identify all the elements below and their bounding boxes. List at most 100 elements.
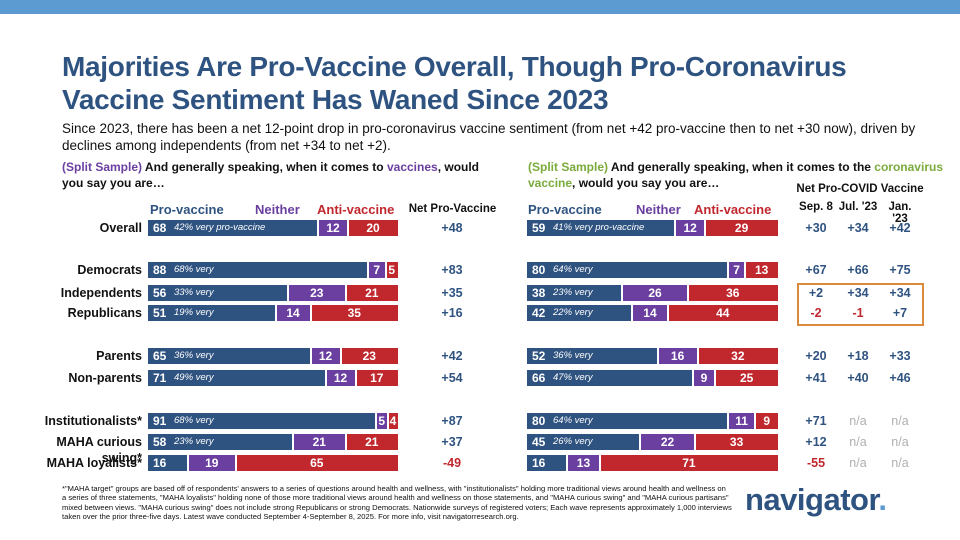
vaccine-net-value-parents: +42 (441, 349, 463, 363)
vaccine-separator (187, 455, 189, 471)
vaccine-pro-label: 16 (153, 456, 167, 470)
covid-net-sep8-value-institutionalists: +71 (805, 414, 827, 428)
covid-net-jul23-value-maha-loyalists: n/a (849, 456, 867, 470)
vaccine-separator (234, 455, 237, 471)
vaccine-anti-bar-parents: 23 (340, 348, 398, 364)
covid-net-jan23-value-non-parents: +46 (889, 371, 911, 385)
row-label-institutionalists: Institutionalists* (44, 414, 142, 428)
logo-dot: . (878, 482, 887, 517)
vaccine-pro-label: 56 (153, 286, 167, 300)
covid-separator (656, 348, 659, 364)
vaccine-net-value-institutionalists: +87 (441, 414, 463, 428)
covid-very-note: 41% very pro-vaccine (553, 222, 645, 233)
covid-anti-bar-republicans: 44 (667, 305, 778, 321)
vaccine-separator (367, 262, 369, 278)
covid-anti-bar-maha-loyalists: 71 (599, 455, 778, 471)
title-line-2: Vaccine Sentiment Has Waned Since 2023 (62, 84, 609, 115)
independents-republicans-highlight-box (797, 283, 924, 326)
vaccine-anti-bar-non-parents: 17 (355, 370, 398, 386)
vaccine-separator (274, 305, 277, 321)
covid-neither-bar-institutionalists: 11 (727, 413, 756, 429)
vaccine-pro-bar-non-parents: 71 49% very (148, 370, 326, 386)
covid-net-jul23-value-non-parents: +40 (847, 371, 869, 385)
row-label-non-parents: Non-parents (68, 371, 142, 385)
question-text: And generally speaking, when it comes to (142, 160, 387, 174)
covid-separator (666, 305, 669, 321)
covid-separator (696, 348, 699, 364)
vaccine-pro-label: 71 (153, 371, 167, 385)
covid-net-jul23-value-parents: +18 (847, 349, 869, 363)
vaccine-separator (387, 413, 389, 429)
covid-neither-bar-overall: 12 (675, 220, 706, 236)
covid-pro-bar-democrats: 80 64% very (527, 262, 728, 278)
covid-separator (704, 220, 707, 236)
question-highlight: coronavirus vaccine (528, 160, 943, 190)
vaccine-anti-bar-institutionalists: 4 (388, 413, 398, 429)
logo-text: navigator (745, 482, 879, 517)
covid-net-jul23-value-institutionalists: n/a (849, 414, 867, 428)
vaccine-very-note: 33% very (174, 287, 214, 298)
legend-neither-left: Neither (255, 202, 300, 217)
vaccine-anti-bar-independents: 21 (345, 285, 398, 301)
vaccine-net-value-republicans: +16 (441, 306, 463, 320)
covid-net-jul23-value-maha-curious-swing: n/a (849, 435, 867, 449)
vaccine-neither-bar-maha-curious-swing: 21 (293, 434, 346, 450)
covid-separator (754, 413, 757, 429)
covid-neither-bar-maha-curious-swing: 22 (639, 434, 696, 450)
vaccine-net-value-democrats: +83 (441, 263, 463, 277)
covid-net-sep8-value-maha-curious-swing: +12 (805, 435, 827, 449)
covid-net-jan23-value-maha-loyalists: n/a (891, 456, 909, 470)
covid-net-jul23-value-republicans: -1 (852, 306, 864, 320)
col-header-sep8: Sep. 8 (799, 201, 833, 213)
legend-pro-vaccine-right: Pro-vaccine (528, 202, 602, 217)
row-label-parents: Parents (96, 349, 142, 363)
covid-anti-bar-democrats: 13 (745, 262, 778, 278)
vaccine-separator (384, 262, 387, 278)
vaccine-pro-bar-overall: 68 42% very pro-vaccine (148, 220, 318, 236)
col-header-jan23: Jan. '23 (888, 201, 912, 225)
net-pro-vaccine-header: Net Pro-Vaccine (408, 203, 497, 215)
covid-net-jul23-value-democrats: +66 (847, 263, 869, 277)
covid-very-note: 47% very (553, 372, 593, 383)
vaccine-separator (354, 370, 357, 386)
question-text-end: , would you say you are… (572, 176, 720, 190)
top-accent-bar (0, 0, 960, 14)
vaccine-anti-bar-democrats: 5 (385, 262, 398, 278)
vaccine-pro-label: 88 (153, 263, 167, 277)
covid-very-note: 22% very (553, 307, 593, 318)
vaccine-net-value-overall: +48 (441, 221, 463, 235)
covid-pro-label: 52 (532, 349, 546, 363)
covid-net-jan23-value-independents: +34 (889, 286, 911, 300)
covid-separator (621, 285, 624, 301)
covid-separator (726, 413, 729, 429)
vaccine-neither-bar-independents: 23 (288, 285, 346, 301)
covid-very-note: 26% very (553, 436, 593, 447)
question-highlight: vaccines (386, 160, 438, 174)
vaccine-separator (344, 434, 347, 450)
vaccine-separator (347, 220, 349, 236)
row-label-republicans: Republicans (67, 306, 142, 320)
vaccine-anti-bar-maha-curious-swing: 21 (345, 434, 398, 450)
vaccine-pro-label: 58 (153, 435, 167, 449)
legend-anti-vaccine-right: Anti-vaccine (694, 202, 772, 217)
vaccine-very-note: 42% very pro-vaccine (174, 222, 266, 233)
vaccine-separator (309, 348, 312, 364)
covid-pro-label: 45 (532, 435, 546, 449)
vaccine-very-note: 23% very (174, 436, 214, 447)
vaccine-separator (374, 413, 377, 429)
covid-separator (686, 285, 689, 301)
row-label-independents: Independents (60, 286, 142, 300)
covid-separator (638, 434, 641, 450)
vaccine-net-value-non-parents: +54 (441, 371, 463, 385)
vaccine-separator (292, 434, 294, 450)
navigator-logo: navigator. (745, 482, 887, 518)
covid-anti-bar-independents: 36 (687, 285, 778, 301)
col-header-jul23: Jul. '23 (838, 201, 878, 213)
covid-neither-bar-independents: 26 (622, 285, 688, 301)
covid-neither-bar-maha-loyalists: 13 (567, 455, 600, 471)
vaccine-pro-bar-parents: 65 36% very (148, 348, 311, 364)
covid-anti-bar-institutionalists: 9 (755, 413, 778, 429)
row-label-maha-curious-swing: MAHA curious swing* (56, 435, 142, 465)
vaccine-very-note: 19% very (174, 307, 214, 318)
covid-pro-label: 59 (532, 221, 546, 235)
